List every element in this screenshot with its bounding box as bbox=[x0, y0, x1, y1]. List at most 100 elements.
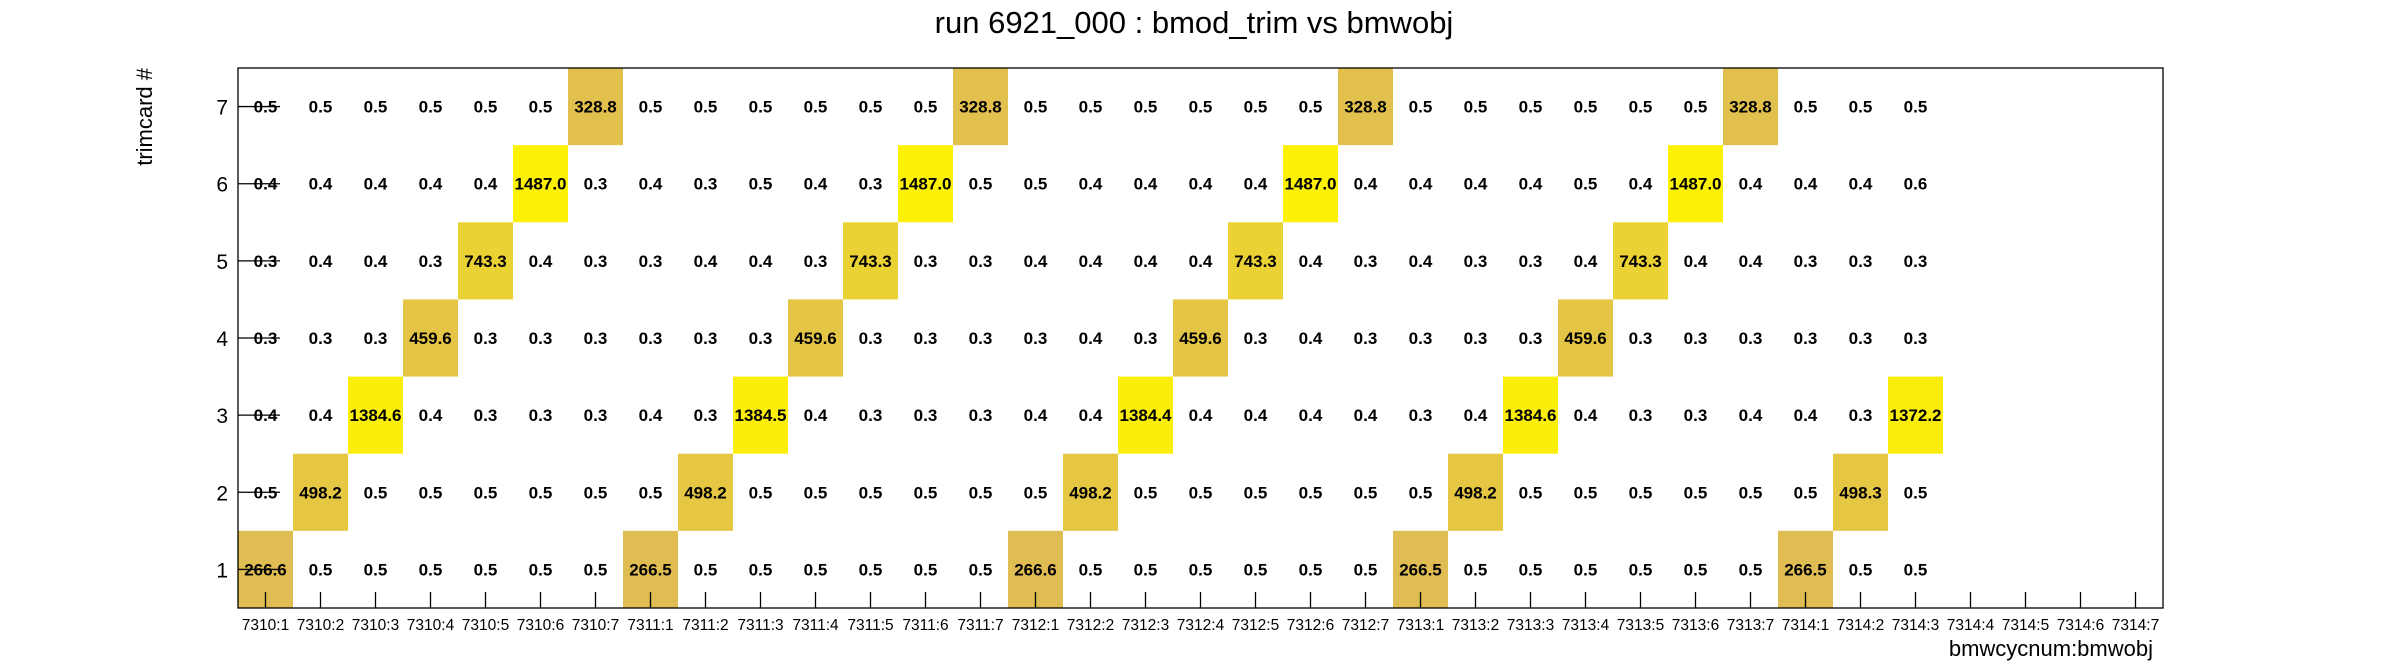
y-tick-label: 4 bbox=[216, 328, 228, 351]
cell-value-label: 0.3 bbox=[584, 329, 608, 348]
heatmap-cell bbox=[1448, 453, 1503, 531]
cell-value-label: 0.5 bbox=[1079, 560, 1103, 579]
cell-value-label: 0.5 bbox=[804, 560, 828, 579]
cell-value-label: 743.3 bbox=[1234, 252, 1277, 271]
heatmap-cell bbox=[953, 68, 1008, 146]
cell-value-label: 0.3 bbox=[419, 252, 443, 271]
heatmap-cell bbox=[788, 299, 843, 377]
cell-value-label: 0.5 bbox=[584, 560, 608, 579]
cell-value-label: 0.4 bbox=[1244, 175, 1268, 194]
cell-value-label: 0.5 bbox=[1244, 560, 1268, 579]
cell-value-label: 0.5 bbox=[474, 98, 498, 117]
cell-value-label: 0.5 bbox=[1079, 98, 1103, 117]
heatmap-cell bbox=[513, 145, 568, 223]
cell-value-label: 0.4 bbox=[1409, 252, 1433, 271]
cell-value-label: 0.4 bbox=[1079, 406, 1103, 425]
cell-value-label: 0.5 bbox=[1134, 560, 1158, 579]
cell-value-label: 0.5 bbox=[1849, 98, 1873, 117]
cell-value-label: 0.5 bbox=[914, 98, 938, 117]
cell-value-label: 266.5 bbox=[1399, 560, 1442, 579]
cell-value-label: 743.3 bbox=[464, 252, 507, 271]
heatmap-cell bbox=[348, 376, 403, 454]
cell-value-label: 0.4 bbox=[1574, 406, 1598, 425]
cell-value-label: 0.5 bbox=[859, 483, 883, 502]
cell-value-label: 0.4 bbox=[1244, 406, 1268, 425]
plot-frame bbox=[237, 67, 2164, 609]
cell-value-label: 0.5 bbox=[749, 483, 773, 502]
cell-value-label: 0.5 bbox=[1024, 98, 1048, 117]
cell-value-label: 328.8 bbox=[1344, 98, 1387, 117]
heatmap-cell bbox=[1503, 376, 1558, 454]
cell-value-label: 266.6 bbox=[1014, 560, 1057, 579]
axes: 7310:1 7310:2 7310:3 7310:4 7310:5 7310:6 7310… bbox=[216, 97, 2159, 634]
cell-value-label: 0.3 bbox=[1684, 329, 1708, 348]
cell-value-label: 0.3 bbox=[1629, 329, 1653, 348]
x-tick-label: 7311:2 bbox=[682, 617, 728, 634]
cell-value-label: 0.5 bbox=[1464, 98, 1488, 117]
cell-value-label: 498.2 bbox=[1069, 483, 1112, 502]
cell-value-label: 0.3 bbox=[1409, 329, 1433, 348]
cell-value-label: 0.5 bbox=[529, 560, 553, 579]
x-tick-label: 7311:5 bbox=[847, 617, 893, 634]
y-tick-label: 6 bbox=[216, 174, 228, 197]
cell-value-label: 0.5 bbox=[804, 483, 828, 502]
cell-value-label: 0.5 bbox=[694, 560, 718, 579]
cell-value-label: 0.4 bbox=[639, 175, 663, 194]
cell-value-label: 0.3 bbox=[804, 252, 828, 271]
cell-value-label: 0.4 bbox=[804, 175, 828, 194]
cell-value-label: 0.3 bbox=[1354, 329, 1378, 348]
cell-value-label: 0.5 bbox=[474, 483, 498, 502]
heatmap-cell bbox=[1833, 453, 1888, 531]
heatmap-cell bbox=[1063, 453, 1118, 531]
cell-value-label: 0.3 bbox=[639, 252, 663, 271]
cell-value-label: 459.6 bbox=[1564, 329, 1607, 348]
cell-value-label: 0.5 bbox=[1794, 483, 1818, 502]
cell-value-label: 0.4 bbox=[1684, 252, 1708, 271]
cell-value-label: 0.4 bbox=[1464, 175, 1488, 194]
cell-value-label: 0.5 bbox=[1519, 560, 1543, 579]
cell-value-label: 0.5 bbox=[1134, 483, 1158, 502]
cell-value-label: 498.3 bbox=[1839, 483, 1882, 502]
cell-value-label: 0.5 bbox=[749, 98, 773, 117]
cell-value-label: 0.5 bbox=[859, 98, 883, 117]
cell-value-label: 0.3 bbox=[694, 406, 718, 425]
y-axis-title: trimcard # bbox=[132, 67, 157, 166]
cell-value-label: 0.4 bbox=[1134, 252, 1158, 271]
cell-value-label: 0.4 bbox=[1354, 175, 1378, 194]
cell-value-label: 0.3 bbox=[1794, 252, 1818, 271]
cell-value-label: 0.4 bbox=[364, 175, 388, 194]
cell-value-label: 1384.4 bbox=[1120, 406, 1173, 425]
cell-value-label: 0.5 bbox=[1244, 483, 1268, 502]
heatmap-cell bbox=[733, 376, 788, 454]
x-tick-label: 7314:4 bbox=[1947, 617, 1995, 634]
cell-value-label: 0.5 bbox=[694, 98, 718, 117]
cell-value-label: 0.4 bbox=[1079, 252, 1103, 271]
cell-value-label: 0.5 bbox=[1574, 98, 1598, 117]
cell-value-label: 0.3 bbox=[914, 329, 938, 348]
x-tick-label: 7314:7 bbox=[2112, 617, 2159, 634]
x-tick-label: 7310:1 bbox=[242, 617, 289, 634]
cell-value-label: 0.5 bbox=[419, 560, 443, 579]
x-tick-label: 7313:6 bbox=[1672, 617, 1719, 634]
heatmap-cell bbox=[1558, 299, 1613, 377]
x-tick-label: 7314:6 bbox=[2057, 617, 2104, 634]
cell-value-label: 0.4 bbox=[364, 252, 388, 271]
cell-value-label: 0.5 bbox=[639, 483, 663, 502]
cell-value-label: 498.2 bbox=[1454, 483, 1497, 502]
cell-value-label: 0.5 bbox=[1849, 560, 1873, 579]
cell-value-label: 0.3 bbox=[1849, 252, 1873, 271]
cell-value-label: 0.5 bbox=[1519, 483, 1543, 502]
heatmap-cells bbox=[238, 68, 1943, 608]
cell-value-label: 498.2 bbox=[684, 483, 727, 502]
x-tick-label: 7312:7 bbox=[1342, 617, 1389, 634]
cell-value-label: 0.5 bbox=[1024, 483, 1048, 502]
cell-value-label: 0.3 bbox=[749, 329, 773, 348]
x-tick-label: 7312:4 bbox=[1177, 617, 1225, 634]
cell-value-label: 0.3 bbox=[1354, 252, 1378, 271]
cell-value-label: 0.5 bbox=[969, 175, 993, 194]
cell-value-label: 0.5 bbox=[364, 98, 388, 117]
cell-value-label: 0.3 bbox=[1904, 252, 1928, 271]
heatmap-cell bbox=[1613, 222, 1668, 300]
cell-value-label: 1384.6 bbox=[1505, 406, 1557, 425]
